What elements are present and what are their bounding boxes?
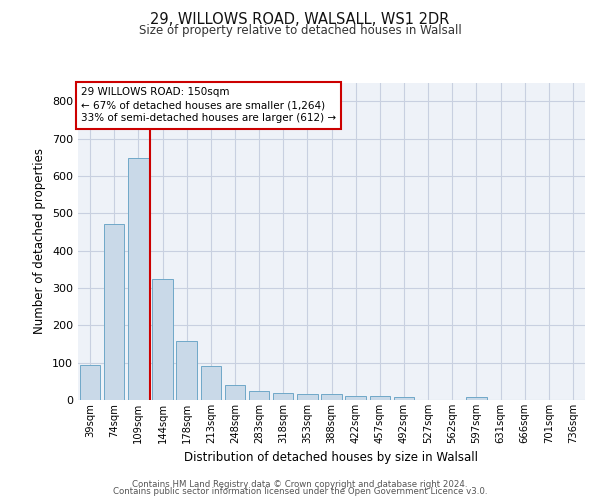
Bar [152, 278, 173, 400]
Bar [297, 394, 317, 400]
Bar [176, 341, 197, 400]
Text: Size of property relative to detached houses in Walsall: Size of property relative to detached ho… [139, 24, 461, 37]
Bar [346, 396, 366, 400]
Bar [394, 397, 414, 400]
Bar [273, 394, 293, 400]
Bar [104, 224, 124, 400]
Bar [128, 158, 149, 400]
Bar [249, 390, 269, 400]
Y-axis label: Number of detached properties: Number of detached properties [34, 148, 46, 334]
Bar [80, 364, 100, 400]
Text: Contains HM Land Registry data © Crown copyright and database right 2024.: Contains HM Land Registry data © Crown c… [132, 480, 468, 489]
X-axis label: Distribution of detached houses by size in Walsall: Distribution of detached houses by size … [185, 452, 479, 464]
Bar [224, 385, 245, 400]
Text: Contains public sector information licensed under the Open Government Licence v3: Contains public sector information licen… [113, 487, 487, 496]
Bar [370, 396, 390, 400]
Bar [466, 397, 487, 400]
Text: 29, WILLOWS ROAD, WALSALL, WS1 2DR: 29, WILLOWS ROAD, WALSALL, WS1 2DR [151, 12, 449, 28]
Bar [200, 366, 221, 400]
Bar [321, 394, 342, 400]
Text: 29 WILLOWS ROAD: 150sqm
← 67% of detached houses are smaller (1,264)
33% of semi: 29 WILLOWS ROAD: 150sqm ← 67% of detache… [81, 87, 336, 124]
